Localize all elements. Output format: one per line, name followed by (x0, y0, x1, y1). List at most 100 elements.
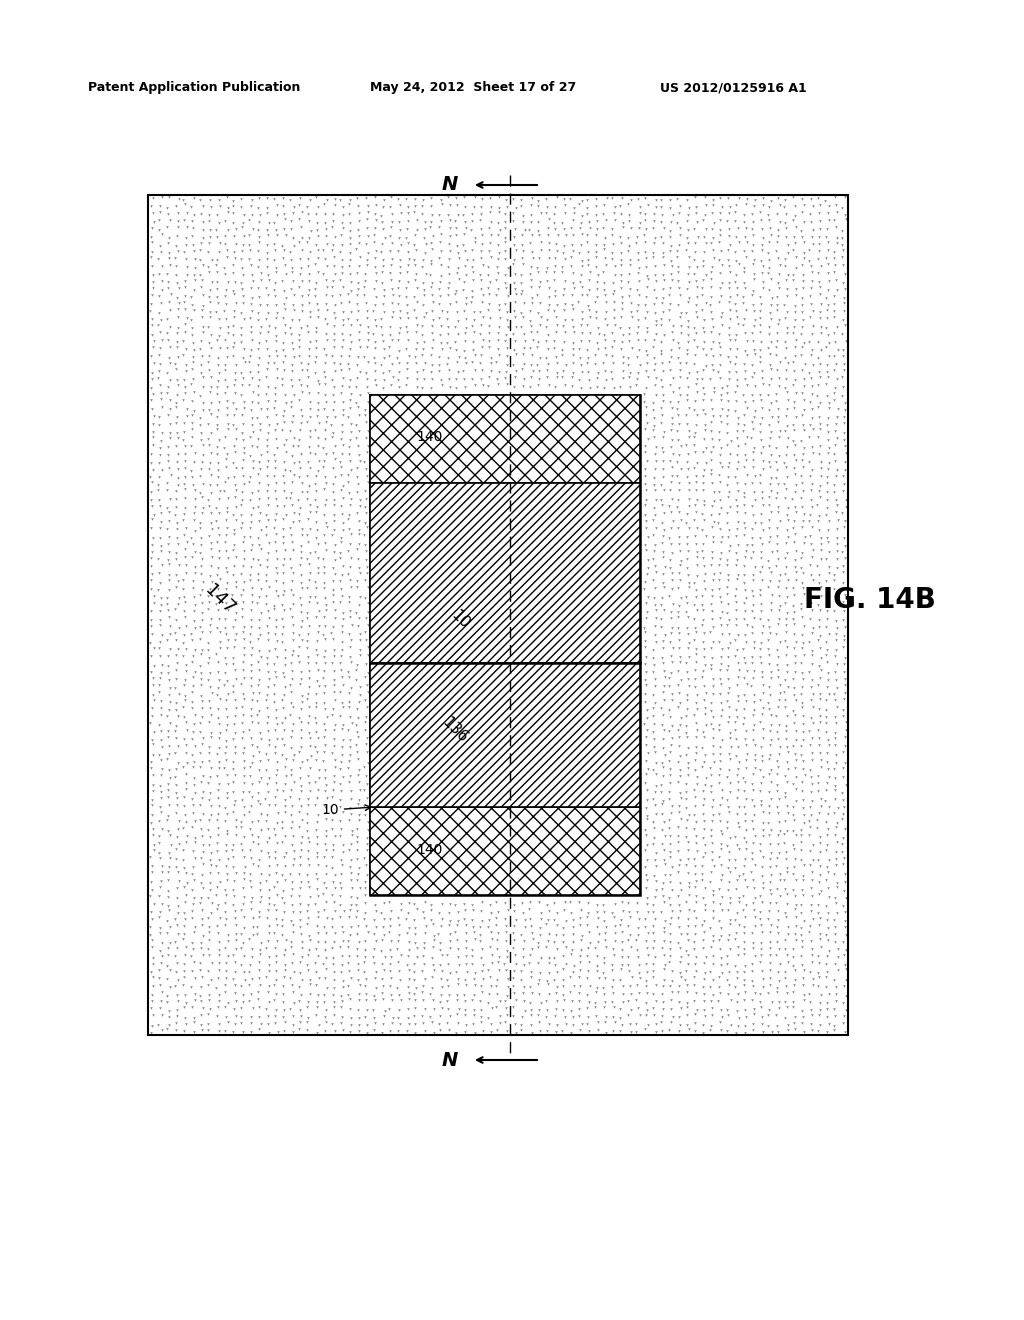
Point (226, 722, 243, 743)
Point (706, 213, 722, 234)
Point (572, 354, 589, 375)
Point (687, 826, 703, 847)
Point (226, 487, 243, 508)
Point (654, 878, 671, 899)
Point (829, 459, 846, 480)
Point (161, 735, 177, 756)
Point (743, 428, 760, 449)
Point (663, 502, 679, 523)
Point (729, 968, 745, 989)
Point (186, 917, 203, 939)
Point (184, 645, 201, 667)
Point (422, 983, 438, 1005)
Point (744, 253, 761, 275)
Point (753, 647, 769, 668)
Point (145, 593, 162, 614)
Point (317, 269, 334, 290)
Point (359, 465, 376, 486)
Point (498, 921, 514, 942)
Point (253, 315, 269, 337)
Point (210, 862, 226, 883)
Point (245, 744, 261, 766)
Point (688, 271, 705, 292)
Point (770, 264, 786, 285)
Point (142, 998, 159, 1019)
Point (729, 458, 745, 479)
Point (828, 832, 845, 853)
Point (720, 391, 736, 412)
Point (639, 961, 655, 982)
Point (407, 195, 423, 216)
Point (820, 437, 837, 458)
Point (784, 997, 801, 1018)
Point (298, 359, 314, 380)
Point (762, 871, 778, 892)
Point (514, 235, 530, 256)
Point (827, 824, 844, 845)
Point (151, 1015, 167, 1036)
Point (761, 653, 777, 675)
Point (663, 663, 679, 684)
Point (663, 1011, 679, 1032)
Point (211, 952, 227, 973)
Point (637, 418, 653, 440)
Point (185, 1011, 202, 1032)
Point (432, 1019, 449, 1040)
Point (308, 961, 325, 982)
Point (786, 434, 803, 455)
Point (736, 322, 753, 343)
Point (524, 288, 541, 309)
Point (679, 368, 695, 389)
Point (719, 512, 735, 533)
Point (217, 902, 233, 923)
Point (187, 269, 204, 290)
Point (499, 309, 515, 330)
Point (573, 285, 590, 306)
Point (712, 684, 728, 705)
Point (340, 354, 356, 375)
Point (712, 750, 728, 771)
Point (294, 578, 310, 599)
Point (423, 249, 439, 271)
Point (653, 512, 670, 533)
Point (210, 997, 226, 1018)
Point (369, 315, 385, 337)
Point (736, 368, 753, 389)
Point (169, 370, 185, 391)
Point (316, 248, 333, 269)
Point (159, 197, 175, 218)
Point (334, 744, 350, 766)
Point (606, 292, 623, 313)
Point (779, 884, 796, 906)
Point (810, 962, 826, 983)
Point (826, 1019, 843, 1040)
Point (813, 256, 829, 277)
Point (702, 1019, 719, 1040)
Point (275, 248, 292, 269)
Point (796, 437, 812, 458)
Point (390, 240, 407, 261)
Point (687, 907, 703, 928)
Point (243, 255, 259, 276)
Point (532, 240, 549, 261)
Point (433, 240, 450, 261)
Point (483, 975, 500, 997)
Point (680, 565, 696, 586)
Point (705, 405, 721, 426)
Point (706, 512, 722, 533)
Point (273, 916, 290, 937)
Point (177, 298, 194, 319)
Point (275, 572, 292, 593)
Point (325, 779, 341, 800)
Point (744, 810, 761, 832)
Point (812, 284, 828, 305)
Point (342, 389, 358, 411)
Point (779, 504, 796, 525)
Point (224, 1022, 241, 1043)
Point (826, 661, 843, 682)
Point (293, 317, 309, 338)
Point (705, 647, 721, 668)
Point (211, 525, 227, 546)
Point (142, 632, 159, 653)
Point (646, 280, 663, 301)
